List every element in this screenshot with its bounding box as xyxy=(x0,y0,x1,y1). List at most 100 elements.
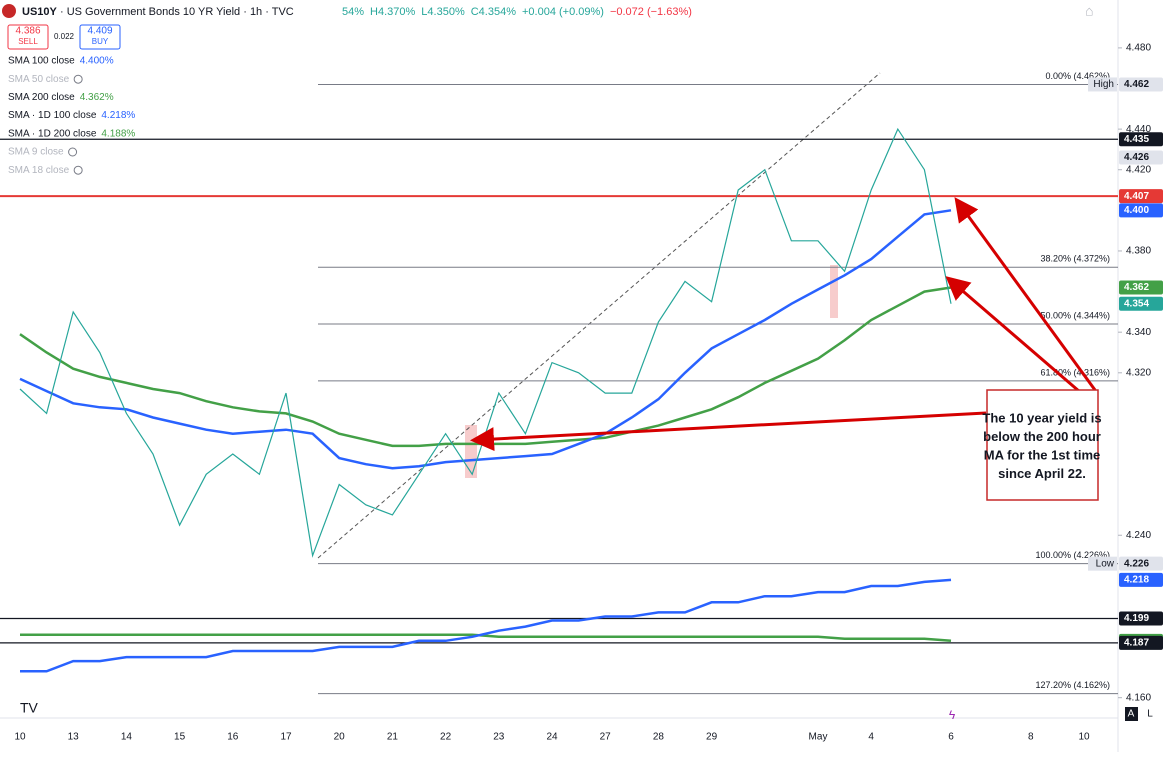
highlight xyxy=(830,265,838,318)
y-tick-label: 4.320 xyxy=(1126,367,1151,378)
x-tick-label: 22 xyxy=(440,732,452,743)
arrow xyxy=(945,276,1081,394)
legend-hidden-icon xyxy=(73,74,83,84)
legend-name: SMA 100 close xyxy=(8,56,75,67)
instrument-title: · US Government Bonds 10 YR Yield · 1h ·… xyxy=(60,6,294,18)
price-tag: Low xyxy=(1096,558,1115,569)
price-label-box xyxy=(1119,296,1163,311)
price-label-box xyxy=(1119,132,1163,147)
ohlc-value: +0.004 (+0.09%) xyxy=(522,6,604,18)
annotation-text: since April 22. xyxy=(998,466,1086,481)
legend-hidden-icon xyxy=(68,147,78,157)
buy-price: 4.409 xyxy=(87,26,112,37)
sma-line xyxy=(20,633,952,643)
price-label: 4.400 xyxy=(1124,205,1149,216)
legend-name: SMA 18 close xyxy=(8,165,70,176)
fib-label: 50.00% (4.344%) xyxy=(1040,310,1110,320)
price-label-box xyxy=(1119,150,1163,165)
price-label-box xyxy=(1119,77,1163,92)
y-tick-label: 4.340 xyxy=(1126,327,1151,338)
sell-price: 4.386 xyxy=(15,26,40,37)
sell-label: SELL xyxy=(18,37,38,46)
legend-value: 4.188% xyxy=(101,128,135,139)
price-tag-box xyxy=(1088,556,1117,571)
fib-label: 100.00% (4.226%) xyxy=(1035,550,1110,560)
tv-logo: TV xyxy=(20,700,39,716)
fib-label: 127.20% (4.162%) xyxy=(1035,680,1110,690)
x-tick-label: 21 xyxy=(387,732,399,743)
sma-line xyxy=(19,209,952,470)
arrow xyxy=(954,197,1097,391)
buy-label: BUY xyxy=(92,37,109,46)
price-label: 4.362 xyxy=(1124,282,1149,293)
annotation-text: MA for the 1st time xyxy=(984,447,1101,462)
ohlc-value: 54% xyxy=(342,6,364,18)
price-label-box xyxy=(1119,203,1163,218)
log-label[interactable]: L xyxy=(1147,709,1153,720)
price-label-box xyxy=(1119,635,1163,650)
price-label: 4.426 xyxy=(1124,152,1149,163)
fib-label: 38.20% (4.372%) xyxy=(1040,254,1110,264)
x-tick-label: 6 xyxy=(948,732,954,743)
auto-label[interactable]: A xyxy=(1128,709,1135,720)
annotation-text: below the 200 hour xyxy=(983,429,1101,444)
x-tick-label: 4 xyxy=(868,732,874,743)
toolbar-icon[interactable]: ⌂ xyxy=(1085,3,1093,19)
ohlc-value: −0.072 (−1.63%) xyxy=(610,6,692,18)
y-tick-label: 4.160 xyxy=(1126,692,1151,703)
x-tick-label: 27 xyxy=(600,732,612,743)
legend-hidden-icon xyxy=(73,165,83,175)
price-label-box xyxy=(1119,572,1163,587)
ohlc-value: L4.350% xyxy=(421,6,465,18)
annotation-box xyxy=(986,389,1099,501)
x-tick-label: 23 xyxy=(493,732,505,743)
price-tag-box xyxy=(1088,77,1117,92)
price-label-box xyxy=(1119,189,1163,204)
y-tick-label: 4.240 xyxy=(1126,530,1151,541)
legend-value: 4.400% xyxy=(80,56,114,67)
price-label: 4.187 xyxy=(1124,638,1149,649)
ticker: US10Y xyxy=(22,6,58,18)
legend-value: 4.218% xyxy=(101,110,135,121)
price-label: 4.462 xyxy=(1124,79,1149,90)
price-tag: High xyxy=(1093,79,1114,90)
price-label-box xyxy=(1119,280,1163,295)
sell-button[interactable] xyxy=(7,24,49,50)
spread: 0.022 xyxy=(54,32,75,41)
y-tick-label: 4.440 xyxy=(1126,124,1151,135)
price-label: 4.199 xyxy=(1124,613,1149,624)
price-label: 4.218 xyxy=(1124,575,1149,586)
x-tick-label: 13 xyxy=(68,732,80,743)
flag-icon xyxy=(2,4,16,18)
x-tick-label: 29 xyxy=(706,732,718,743)
y-tick-label: 4.420 xyxy=(1126,164,1151,175)
price-label-box xyxy=(1119,611,1163,626)
x-tick-label: 16 xyxy=(227,732,239,743)
x-tick-label: 14 xyxy=(121,732,133,743)
legend-name: SMA · 1D 200 close xyxy=(8,128,97,139)
auto-button[interactable] xyxy=(1125,707,1138,721)
arrow xyxy=(470,411,987,452)
legend-name: SMA 200 close xyxy=(8,92,75,103)
x-tick-label: 28 xyxy=(653,732,665,743)
fib-trendline xyxy=(317,72,881,559)
ohlc-value: C4.354% xyxy=(471,6,516,18)
x-tick-label: 8 xyxy=(1028,732,1034,743)
price-label: 4.407 xyxy=(1124,191,1149,202)
ohlc-value: H4.370% xyxy=(370,6,415,18)
price-label: 4.435 xyxy=(1124,134,1149,145)
annotation: The 10 year yield is below the 200 hour MA… xyxy=(982,410,1101,481)
price-label: 4.354 xyxy=(1124,298,1149,309)
ohlc: 54% H4.370% L4.350% C4.354% +0.004 (+0.09%) −… xyxy=(342,6,692,18)
legend-value: 4.362% xyxy=(80,92,114,103)
fib-label: 0.00% (4.462%) xyxy=(1045,71,1110,81)
legend-name: SMA 50 close xyxy=(8,74,70,85)
buy-button[interactable] xyxy=(79,24,121,50)
fib-label: 61.80% (4.316%) xyxy=(1040,367,1110,377)
price-label-box xyxy=(1119,556,1163,571)
annotation-text: The 10 year yield is xyxy=(982,410,1101,425)
event-icon[interactable]: ϟ xyxy=(949,708,956,722)
overlay: 0.00% (4.462%) 38.20% (4.372%) 50.00% (4.3… xyxy=(1035,71,1110,690)
